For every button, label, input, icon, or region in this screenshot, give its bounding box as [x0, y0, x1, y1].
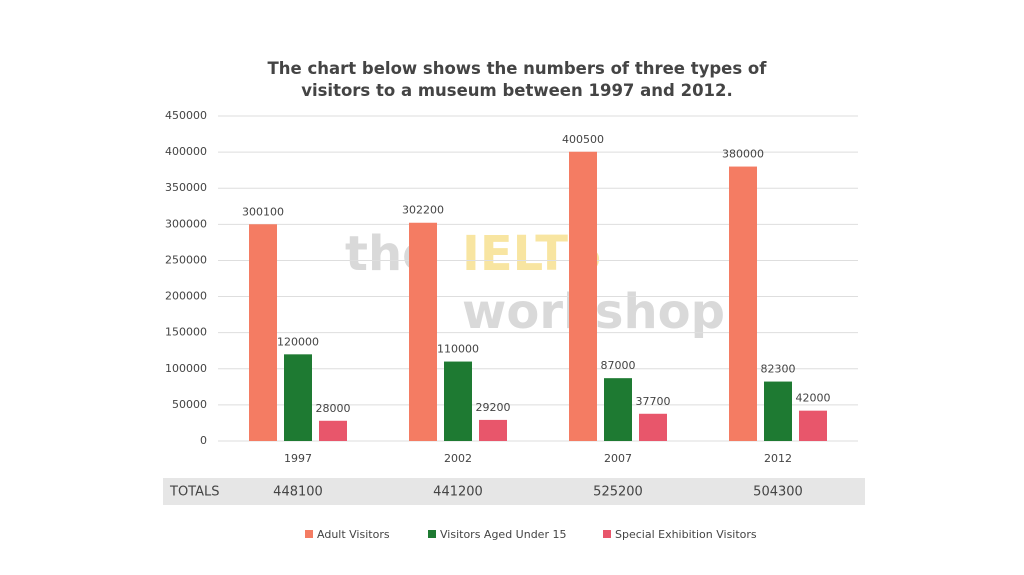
- value-label: 120000: [277, 335, 319, 348]
- total-value: 525200: [593, 485, 643, 500]
- y-tick-label: 200000: [165, 290, 207, 303]
- value-label: 110000: [437, 343, 479, 356]
- value-label: 37700: [636, 395, 671, 408]
- bar: [479, 419, 507, 441]
- y-tick-label: 250000: [165, 253, 207, 266]
- total-value: 504300: [753, 485, 803, 500]
- legend-swatch: [603, 530, 611, 538]
- bar: [639, 413, 667, 441]
- value-label: 82300: [761, 363, 796, 376]
- legend-swatch: [428, 530, 436, 538]
- y-tick-label: 450000: [165, 109, 207, 122]
- value-label: 302200: [402, 204, 444, 217]
- bar: [604, 378, 632, 441]
- bar: [319, 420, 347, 441]
- legend-label: Adult Visitors: [317, 528, 390, 541]
- bar: [729, 166, 757, 442]
- y-tick-label: 0: [200, 434, 207, 447]
- y-tick-label: 150000: [165, 326, 207, 339]
- legend-swatch: [305, 530, 313, 538]
- value-label: 42000: [796, 392, 831, 405]
- value-label: 400500: [562, 133, 604, 146]
- value-label: 29200: [476, 401, 511, 414]
- bar: [799, 410, 827, 441]
- y-tick-label: 400000: [165, 145, 207, 158]
- legend-label: Visitors Aged Under 15: [440, 528, 566, 541]
- bar: [284, 354, 312, 441]
- y-tick-label: 300000: [165, 217, 207, 230]
- y-tick-label: 50000: [172, 398, 207, 411]
- x-tick-label: 1997: [284, 452, 312, 465]
- bar: [249, 224, 277, 441]
- x-tick-label: 2002: [444, 452, 472, 465]
- value-label: 380000: [722, 148, 764, 161]
- bar: [409, 222, 437, 441]
- bar: [444, 361, 472, 441]
- chart-title: The chart below shows the numbers of thr…: [267, 59, 767, 100]
- legend-label: Special Exhibition Visitors: [615, 528, 757, 541]
- y-tick-label: 100000: [165, 362, 207, 375]
- bar: [764, 381, 792, 441]
- total-value: 441200: [433, 485, 483, 500]
- totals-row: [163, 478, 865, 505]
- x-tick-label: 2012: [764, 452, 792, 465]
- totals-label: TOTALS: [169, 485, 220, 500]
- value-label: 87000: [601, 359, 636, 372]
- value-label: 300100: [242, 205, 284, 218]
- y-tick-label: 350000: [165, 181, 207, 194]
- total-value: 448100: [273, 485, 323, 500]
- x-tick-label: 2007: [604, 452, 632, 465]
- bar: [569, 151, 597, 441]
- value-label: 28000: [316, 402, 351, 415]
